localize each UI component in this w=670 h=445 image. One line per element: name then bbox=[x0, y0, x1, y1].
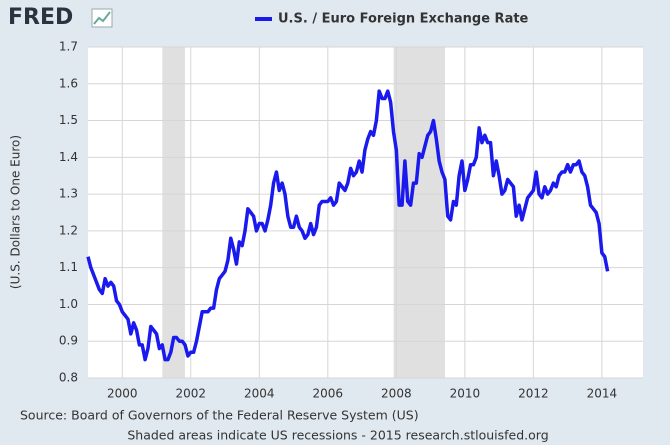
logo: FRED bbox=[8, 5, 73, 30]
x-tick-label: 2014 bbox=[587, 387, 618, 401]
logo-icon bbox=[91, 8, 113, 28]
y-tick-label: 0.8 bbox=[59, 371, 78, 385]
y-tick-label: 1.4 bbox=[59, 150, 78, 164]
y-tick-label: 1.6 bbox=[59, 76, 78, 90]
recession-band bbox=[162, 47, 185, 378]
y-tick-label: 1.1 bbox=[59, 260, 78, 274]
y-tick-label: 1.2 bbox=[59, 223, 78, 237]
y-tick-label: 1.3 bbox=[59, 187, 78, 201]
x-tick-label: 2012 bbox=[518, 387, 549, 401]
x-tick-label: 2006 bbox=[313, 387, 344, 401]
source: Source: Board of Governors of the Federa… bbox=[20, 408, 419, 423]
y-tick-label: 1.5 bbox=[59, 113, 78, 127]
note: Shaded areas indicate US recessions - 20… bbox=[127, 428, 548, 443]
x-tick-label: 2004 bbox=[244, 387, 275, 401]
y-axis-label: (U.S. Dollars to One Euro) bbox=[9, 135, 23, 289]
series-line bbox=[86, 89, 610, 362]
y-tick-label: 0.9 bbox=[59, 334, 78, 348]
legend-label: U.S. / Euro Foreign Exchange Rate bbox=[278, 12, 529, 27]
y-tick-label: 1.0 bbox=[59, 297, 78, 311]
recession-band bbox=[393, 47, 445, 378]
y-tick-label: 1.7 bbox=[59, 40, 78, 54]
x-tick-label: 2008 bbox=[381, 387, 412, 401]
x-tick-label: 2000 bbox=[107, 387, 138, 401]
x-tick-label: 2010 bbox=[450, 387, 481, 401]
x-tick-label: 2002 bbox=[176, 387, 207, 401]
